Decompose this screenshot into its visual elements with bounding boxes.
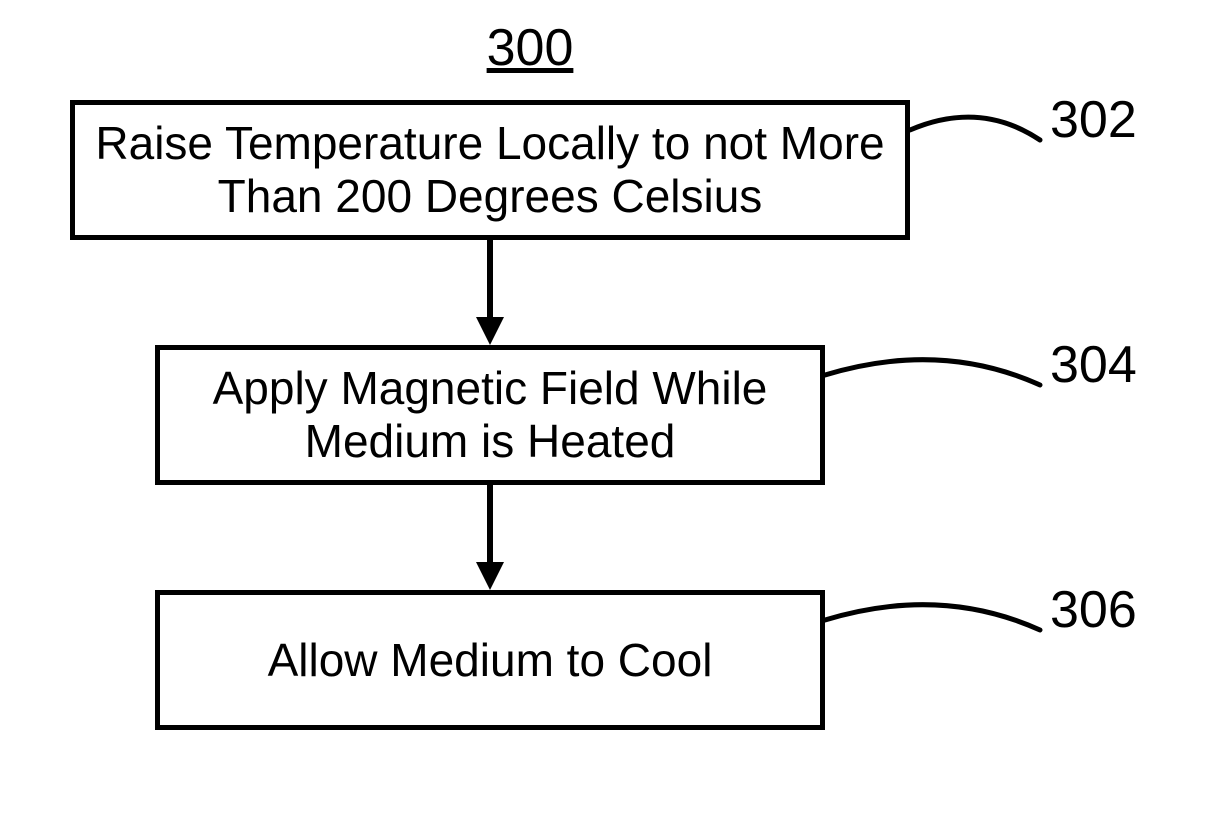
flowchart-canvas: 300 Raise Temperature Locally to not Mor… <box>0 0 1232 828</box>
step-302-text: Raise Temperature Locally to not More Th… <box>75 117 905 223</box>
step-304-box: Apply Magnetic Field While Medium is Hea… <box>155 345 825 485</box>
ref-label-306: 306 <box>1050 580 1137 640</box>
step-304-text: Apply Magnetic Field While Medium is Hea… <box>160 362 820 468</box>
step-306-text: Allow Medium to Cool <box>258 634 723 687</box>
step-306-box: Allow Medium to Cool <box>155 590 825 730</box>
ref-label-302: 302 <box>1050 90 1137 150</box>
figure-number-title: 300 <box>470 18 590 78</box>
step-302-box: Raise Temperature Locally to not More Th… <box>70 100 910 240</box>
ref-label-304: 304 <box>1050 335 1137 395</box>
